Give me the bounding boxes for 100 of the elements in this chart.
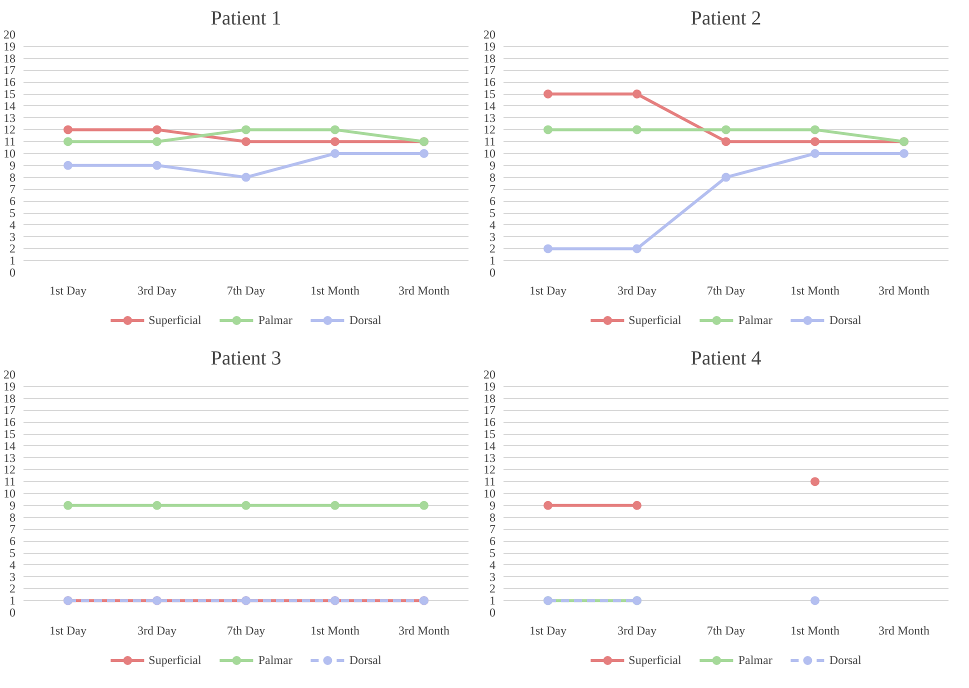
y-tick-label: 15 [4, 87, 16, 101]
y-tick-label: 15 [4, 427, 16, 441]
x-tick-label: 3rd Day [138, 624, 177, 638]
point [810, 477, 820, 486]
y-tick-label: 17 [484, 403, 496, 418]
y-tick-label: 10 [484, 146, 496, 160]
y-tick-label: 12 [484, 462, 496, 477]
x-tick-label: 7th Day [706, 624, 746, 638]
y-tick-label: 13 [484, 110, 496, 125]
y-tick-label: 0 [490, 606, 496, 620]
point [632, 90, 642, 98]
y-tick-label: 19 [484, 379, 496, 394]
y-tick-label: 18 [484, 51, 496, 66]
y-tick-label: 12 [4, 122, 16, 137]
y-tick-label: 3 [490, 570, 496, 584]
y-tick-label: 2 [490, 582, 496, 596]
x-tick-label: 1st Month [790, 624, 840, 638]
y-tick-label: 8 [490, 170, 496, 184]
point [330, 149, 340, 158]
x-tick-label: 1st Day [50, 284, 86, 298]
y-tick-label: 3 [10, 230, 16, 244]
y-tick-label: 8 [490, 510, 496, 524]
y-tick-label: 0 [10, 606, 16, 620]
y-tick-label: 8 [10, 170, 16, 184]
legend-label: Palmar [738, 312, 772, 328]
y-tick-label: 16 [4, 415, 16, 430]
point [242, 137, 250, 146]
point [722, 137, 730, 146]
y-tick-label: 19 [4, 379, 16, 394]
point [810, 125, 820, 134]
x-tick-label: 7th Day [706, 284, 746, 298]
point [810, 596, 820, 606]
y-tick-label: 18 [4, 391, 16, 406]
y-tick-label: 11 [484, 474, 496, 489]
y-tick-label: 4 [10, 558, 16, 572]
point [544, 125, 552, 134]
y-tick-label: 9 [490, 158, 496, 172]
y-tick-label: 14 [4, 438, 16, 453]
legend-label: Superficial [148, 312, 202, 328]
y-tick-label: 2 [490, 242, 496, 256]
y-tick-label: 14 [484, 98, 496, 113]
y-tick-label: 17 [4, 63, 16, 78]
point [64, 125, 72, 134]
y-tick-label: 12 [484, 122, 496, 137]
y-tick-label: 9 [490, 498, 496, 512]
y-tick-label: 4 [10, 218, 16, 232]
y-tick-label: 7 [10, 182, 16, 196]
y-tick-label: 2 [10, 582, 16, 596]
y-tick-label: 16 [4, 75, 16, 90]
y-tick-label: 18 [484, 391, 496, 406]
y-tick-label: 8 [10, 510, 16, 524]
y-tick-label: 7 [10, 522, 16, 536]
y-tick-label: 10 [4, 146, 16, 160]
y-tick-label: 14 [484, 438, 496, 453]
point [632, 244, 642, 254]
y-tick-label: 16 [484, 415, 496, 430]
y-tick-label: 10 [484, 486, 496, 500]
x-tick-label: 1st Day [50, 624, 86, 638]
point [242, 172, 250, 182]
point [632, 500, 642, 510]
point [544, 500, 552, 510]
x-tick-label: 1st Month [790, 284, 840, 298]
y-tick-label: 11 [4, 134, 16, 149]
y-tick-label: 5 [10, 206, 16, 220]
legend-label: Superficial [628, 652, 682, 668]
y-tick-label: 1 [10, 254, 16, 268]
y-tick-label: 7 [490, 522, 496, 536]
point [242, 125, 250, 134]
y-tick-label: 19 [4, 39, 16, 54]
point [722, 125, 730, 134]
y-tick-label: 13 [4, 450, 16, 465]
legend-label: Dorsal [349, 312, 382, 328]
y-tick-label: 1 [10, 594, 16, 608]
x-tick-label: 3rd Month [878, 624, 930, 638]
chart-title: Patient 1 [210, 8, 282, 30]
point [152, 137, 162, 146]
point [900, 149, 908, 158]
y-tick-label: 13 [484, 450, 496, 465]
y-tick-label: 9 [10, 158, 16, 172]
y-tick-label: 0 [490, 266, 496, 280]
y-tick-label: 17 [484, 63, 496, 78]
y-tick-label: 1 [490, 254, 496, 268]
y-tick-label: 20 [484, 368, 496, 382]
x-tick-label: 1st Day [530, 284, 566, 298]
legend-label: Dorsal [349, 652, 382, 668]
y-tick-label: 15 [484, 87, 496, 101]
y-tick-label: 9 [10, 498, 16, 512]
point [632, 125, 642, 134]
y-tick-label: 12 [4, 462, 16, 477]
point [330, 137, 340, 146]
y-tick-label: 19 [484, 39, 496, 54]
legend-label: Palmar [258, 312, 292, 328]
point [64, 160, 72, 170]
y-tick-label: 3 [490, 230, 496, 244]
chart-title: Patient 2 [690, 8, 762, 30]
point [152, 125, 162, 134]
y-tick-label: 11 [484, 134, 496, 149]
point [420, 149, 428, 158]
point [64, 137, 72, 146]
x-tick-label: 3rd Day [618, 624, 657, 638]
